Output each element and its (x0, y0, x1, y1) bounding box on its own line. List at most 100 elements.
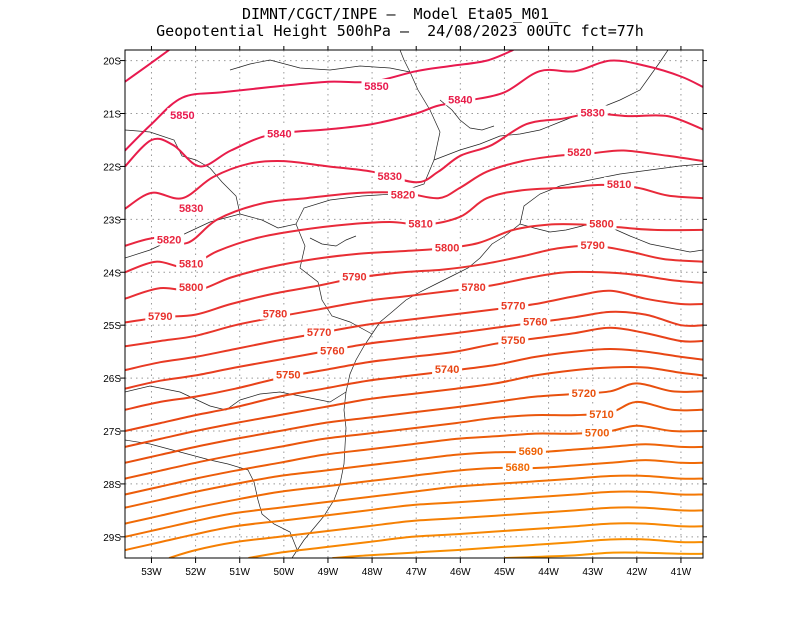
contour-line-5850 (125, 50, 514, 152)
lat-tick-label: 23S (103, 215, 121, 226)
contour-label-5770: 5770 (307, 327, 331, 339)
contour-label-bg (586, 216, 617, 230)
latitude-axis: 20S 21S 22S 23S 24S 25S 26S 27S 28S 29S (103, 57, 707, 544)
lat-tick-label: 24S (103, 268, 121, 279)
contour-label-bg (577, 237, 608, 251)
contour-label-bg (604, 176, 635, 190)
contour-line-5770 (125, 289, 703, 372)
contour-label-5800: 5800 (435, 242, 459, 254)
contour-label-bg (374, 169, 405, 182)
contour-label-bg (304, 325, 335, 339)
contour-label-5830: 5830 (580, 108, 604, 120)
contour-label-5780: 5780 (263, 309, 287, 321)
contour-label-bg (520, 314, 551, 328)
contour-label-5850: 5850 (170, 110, 194, 122)
contour-label-5710: 5710 (589, 409, 613, 421)
contour-label-bg (154, 232, 185, 246)
lat-tick-label: 22S (103, 162, 121, 173)
contour-label-bg (145, 309, 176, 323)
grid-lines (125, 50, 703, 558)
contour-label-5820: 5820 (157, 235, 181, 247)
contour-label-bg (387, 187, 418, 201)
lon-tick-label: 45W (494, 567, 515, 578)
lon-tick-label: 46W (450, 567, 471, 578)
contour-label-bg (582, 425, 613, 439)
contour-label-bg (458, 280, 489, 294)
contour-label-bg (264, 126, 295, 140)
map-frame (124, 49, 704, 559)
lon-tick-label: 47W (406, 567, 427, 578)
contour-label-bg (498, 333, 529, 347)
contour-label-5780: 5780 (461, 282, 485, 294)
state-border-7 (229, 59, 411, 73)
contour-label-bg (361, 79, 392, 93)
lat-tick-label: 26S (103, 374, 121, 385)
contour-label-5690: 5690 (519, 446, 543, 458)
lat-tick-label: 25S (103, 321, 121, 332)
contour-label-5720: 5720 (572, 388, 596, 400)
contour-label-bg (568, 385, 599, 399)
contour-label-bg (586, 407, 617, 421)
contour-label-5770: 5770 (501, 301, 525, 313)
contour-label-5740: 5740 (435, 364, 459, 376)
contour-line-5730 (125, 365, 703, 448)
contour-label-5850: 5850 (364, 81, 388, 93)
lat-tick-label: 21S (103, 110, 121, 121)
contour-line-5780 (125, 270, 703, 348)
contour-line-5620 (504, 551, 703, 558)
state-border-2 (125, 385, 347, 411)
map-background (125, 50, 703, 558)
contour-label-5840: 5840 (267, 129, 291, 141)
river-2 (309, 235, 357, 247)
contour-label-bg (405, 216, 436, 230)
lon-tick-label: 50W (274, 567, 295, 578)
lon-tick-label: 51W (229, 567, 250, 578)
lon-tick-label: 52W (185, 567, 206, 578)
contour-line-5680 (125, 459, 703, 525)
lat-tick-label: 29S (103, 533, 121, 544)
lon-tick-label: 44W (538, 567, 559, 578)
title-line-2: Geopotential Height 500hPa – 24/08/2023 … (156, 22, 644, 40)
contour-label-5840: 5840 (448, 94, 472, 106)
contour-line-5850 (125, 50, 170, 83)
contour-label-5750: 5750 (501, 335, 525, 347)
contour-label-5790: 5790 (148, 311, 172, 323)
contour-label-5830: 5830 (377, 171, 401, 183)
contour-line-5840 (125, 59, 703, 168)
lon-tick-label: 48W (362, 567, 383, 578)
contour-line-5720 (125, 382, 703, 464)
contour-line-5660 (125, 490, 703, 552)
contour-label-bg (260, 306, 291, 320)
contour-label-5800: 5800 (179, 282, 203, 294)
contour-line-5690 (125, 443, 703, 509)
lon-tick-label: 41W (671, 567, 692, 578)
contour-label-5790: 5790 (342, 272, 366, 284)
contour-label-bg (564, 145, 595, 159)
contour-label-bg (167, 108, 198, 122)
contour-label-bg (502, 460, 533, 474)
state-border-4 (125, 129, 241, 215)
longitude-axis: 53W 52W 51W 50W 49W 48W 47W 46W 45W 44W 43W 42W 41W (141, 46, 692, 578)
contour-labels: 5850 5850 5840 5840 5830 5830 5830 5820 5820 5820… (145, 79, 635, 474)
contour-line-5760 (125, 310, 703, 390)
contour-line-5650 (168, 506, 703, 558)
contour-label-bg (176, 200, 207, 214)
lon-tick-label: 43W (582, 567, 603, 578)
title-block: DIMNT/CGCT/INPE – Model Eta05_M01_ Geopo… (0, 6, 800, 40)
contour-line-5750 (125, 326, 703, 411)
lat-tick-label: 28S (103, 480, 121, 491)
contour-label-5800: 5800 (589, 219, 613, 231)
title-line-1: DIMNT/CGCT/INPE – Model Eta05_M01_ (241, 5, 559, 23)
lat-tick-label: 27S (103, 427, 121, 438)
contour-line-5820 (125, 149, 703, 247)
contour-line-5640 (248, 522, 703, 558)
lon-tick-label: 53W (141, 567, 162, 578)
contour-line-5710 (125, 400, 703, 480)
contour-label-bg (445, 92, 476, 106)
contour-label-5810: 5810 (408, 219, 432, 231)
contour-label-bg (317, 343, 348, 357)
contour-label-5820: 5820 (391, 190, 415, 202)
contour-line-5790 (125, 244, 703, 324)
contour-label-5810: 5810 (179, 258, 203, 270)
